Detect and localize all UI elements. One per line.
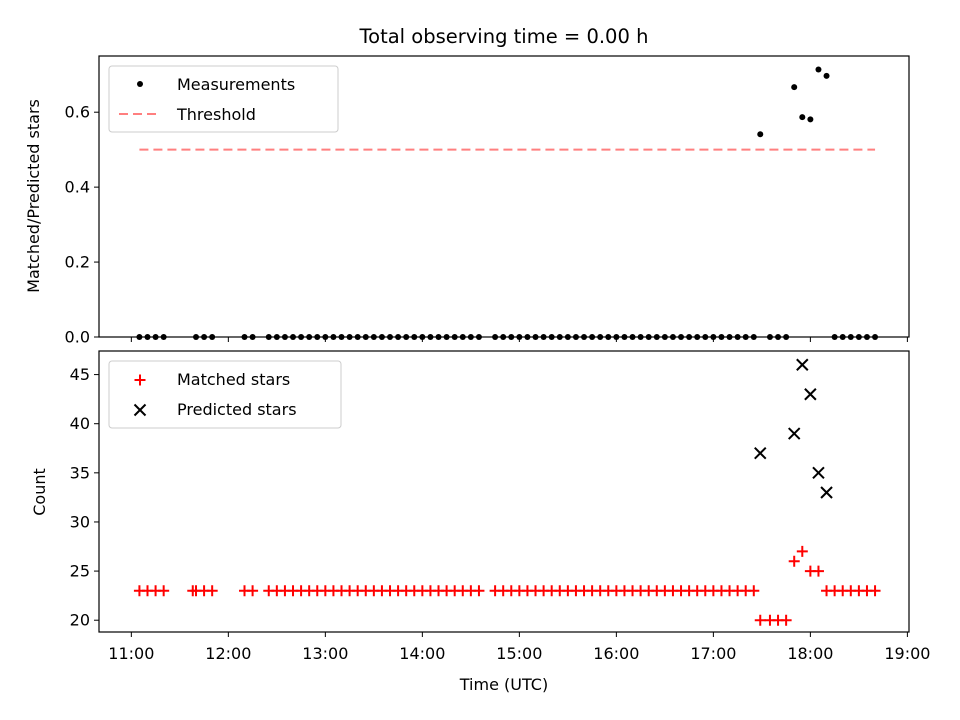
matched-star-point: [780, 614, 792, 626]
top-y-axis-label: Matched/Predicted stars: [24, 99, 43, 293]
bottom-y-tick-label: 35: [70, 463, 90, 482]
predicted-star-point: [820, 486, 833, 499]
legend-predicted-marker: [133, 403, 147, 417]
predicted-star-point: [812, 466, 825, 480]
bottom-x-tick-label: 14:00: [399, 644, 445, 663]
matched-star-point: [788, 555, 800, 567]
bottom-x-tick-label: 16:00: [593, 644, 639, 663]
measurement-point: [815, 66, 822, 73]
bottom-x-tick-label: 11:00: [108, 644, 154, 663]
legend-x-glyph: [133, 403, 147, 417]
top-y-tick-label: 0.0: [65, 328, 90, 347]
bottom-x-tick-label: 15:00: [496, 644, 542, 663]
bottom-ticks: 20 25 30 35 40 45 11:00 12:00 13:00 14:00 15:00 16:…: [70, 365, 931, 663]
bottom-x-tick-label: 13:00: [302, 644, 348, 663]
bottom-panel: Count Time (UTC) 20 25 30 35 40 45 11:00 12:00 1…: [30, 350, 931, 694]
predicted-star-point: [804, 388, 817, 401]
predicted-star-point: [796, 358, 809, 371]
matched-star-point: [796, 545, 808, 557]
bottom-x-tick-label: 12:00: [205, 644, 251, 663]
bottom-legend-box: [108, 360, 342, 429]
legend-plus-glyph: [134, 374, 146, 386]
predicted-star-point: [788, 427, 801, 440]
bottom-x-tick-label: 19:00: [884, 644, 930, 663]
bottom-x-tick-label: 18:00: [787, 644, 833, 663]
bottom-x-tick-label: 17:00: [690, 644, 736, 663]
top-legend-box: [108, 65, 339, 133]
legend-matched-label: Matched stars: [177, 370, 290, 389]
bottom-y-tick-label: 30: [70, 512, 90, 531]
measurement-point: [799, 114, 806, 121]
measurement-point: [823, 72, 830, 79]
legend-measurements-label: Measurements: [177, 75, 295, 94]
legend-measurements-marker: [137, 81, 143, 87]
bottom-y-tick-label: 25: [70, 562, 90, 581]
top-y-tick-label: 0.2: [65, 253, 90, 272]
matched-star-point: [473, 585, 485, 597]
top-y-tick-label: 0.6: [65, 103, 90, 122]
bottom-legend: Matched stars Predicted stars: [108, 360, 342, 429]
top-plot-frame: [98, 55, 910, 338]
bottom-y-axis-label: Count: [30, 468, 49, 516]
top-ticks: 0.0 0.2 0.4 0.6: [65, 103, 908, 347]
bottom-plot-frame: [98, 350, 910, 633]
bottom-data-points: [133, 358, 881, 626]
bottom-y-tick-label: 40: [70, 414, 90, 433]
top-y-tick-label: 0.4: [65, 178, 90, 197]
top-chart-title: Total observing time = 0.00 h: [359, 25, 649, 48]
matched-star-point: [812, 565, 824, 577]
measurement-point: [807, 116, 814, 123]
legend-threshold-label: Threshold: [176, 105, 256, 124]
top-legend: Measurements Threshold: [108, 65, 339, 133]
predicted-star-point: [754, 446, 767, 460]
matched-star-point: [748, 585, 760, 597]
legend-predicted-label: Predicted stars: [177, 400, 297, 419]
matched-star-point: [206, 585, 218, 597]
measurement-point: [757, 131, 764, 138]
matched-star-point: [869, 585, 881, 597]
legend-matched-marker: [134, 374, 146, 386]
x-axis-label: Time (UTC): [459, 675, 548, 694]
matched-star-point: [754, 614, 766, 626]
top-panel: Total observing time = 0.00 h Matched/Pr…: [24, 25, 910, 347]
measurement-point: [791, 84, 798, 91]
matched-star-point: [247, 585, 259, 597]
matched-star-point: [158, 585, 170, 597]
bottom-y-tick-label: 45: [70, 365, 90, 384]
bottom-y-tick-label: 20: [70, 611, 90, 630]
